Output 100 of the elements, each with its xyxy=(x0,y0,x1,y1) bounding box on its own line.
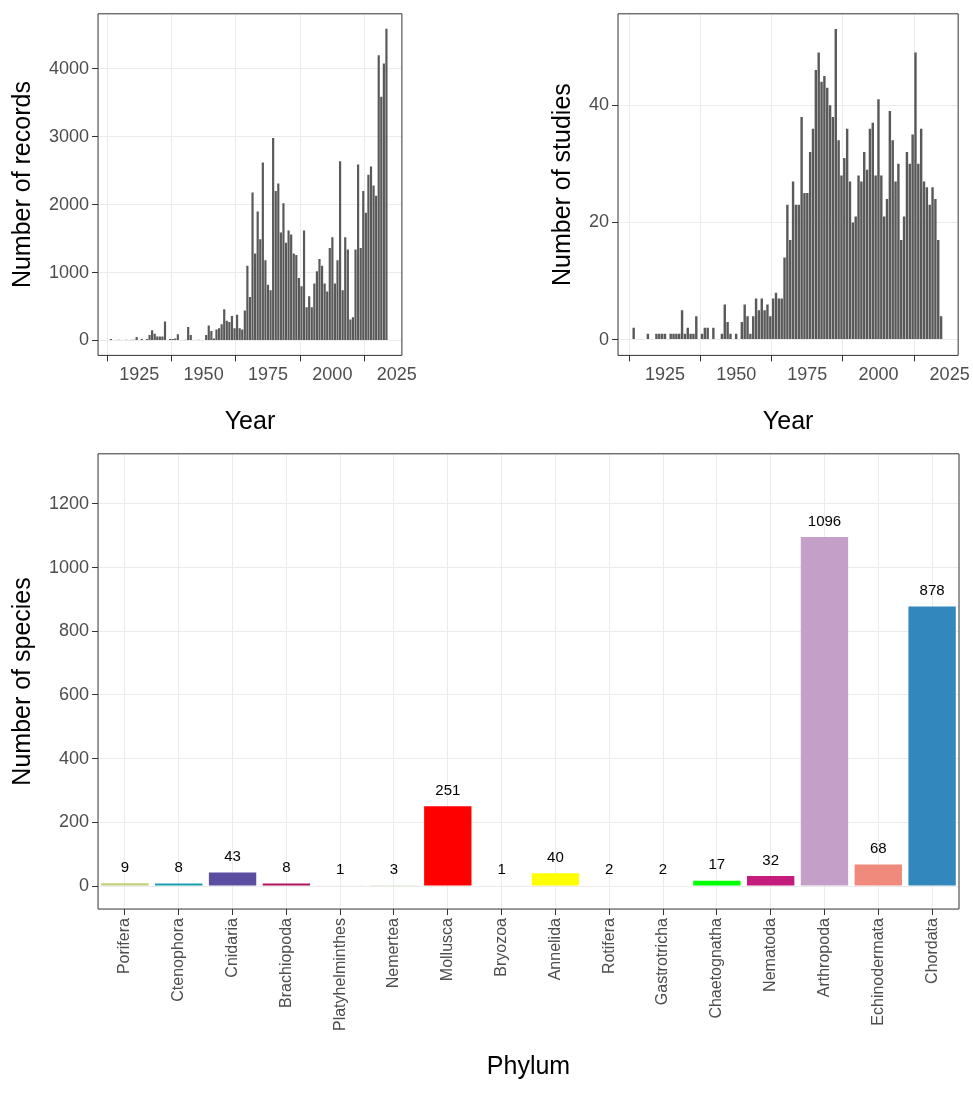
bar xyxy=(308,296,311,340)
bar xyxy=(287,230,290,340)
y-tick-label: 400 xyxy=(59,747,90,768)
x-tick-label: Platyhelminthes xyxy=(330,918,348,1032)
x-tick-label: Echinodermata xyxy=(868,917,886,1026)
bar xyxy=(290,234,293,340)
y-tick-label: 600 xyxy=(59,683,90,704)
x-tick-label: Bryozoa xyxy=(492,917,510,977)
bar xyxy=(262,883,311,886)
x-tick-label: Cnidaria xyxy=(222,917,240,978)
data-label: 9 xyxy=(120,857,130,875)
bar xyxy=(857,175,860,340)
data-label: 8 xyxy=(174,858,183,876)
bar xyxy=(695,316,698,340)
data-label: 8 xyxy=(282,858,291,876)
bar xyxy=(743,304,746,340)
bar xyxy=(344,237,347,340)
x-tick-label: Ctenophora xyxy=(169,917,187,1002)
x-tick-label: Annelida xyxy=(545,917,563,981)
y-tick-label: 200 xyxy=(59,811,90,832)
y-tick-label: 0 xyxy=(79,875,90,896)
bar xyxy=(897,163,900,340)
bar xyxy=(800,116,803,340)
x-tick-label: Porifera xyxy=(115,917,133,975)
y-tick-label: 40 xyxy=(588,94,610,115)
y-tick-label: 1000 xyxy=(49,556,90,577)
y-axis-title: Number of species xyxy=(6,577,35,786)
y-tick-label: 1200 xyxy=(49,492,90,513)
x-axis-title: Year xyxy=(762,405,814,434)
x-tick-label: 1950 xyxy=(716,364,757,385)
y-axis-title: Number of studies xyxy=(546,83,575,287)
data-label: 68 xyxy=(869,839,887,857)
bar xyxy=(215,329,218,340)
bar xyxy=(277,183,280,340)
data-label: 1096 xyxy=(807,511,842,529)
bar xyxy=(766,304,769,340)
bar xyxy=(357,164,360,340)
bar xyxy=(318,258,321,340)
bar xyxy=(295,254,298,340)
x-tick-label: 1925 xyxy=(644,364,686,385)
bar xyxy=(272,138,275,340)
bar xyxy=(672,333,675,340)
bar xyxy=(331,237,334,340)
y-tick-label: 20 xyxy=(588,211,610,232)
bar xyxy=(800,536,849,886)
bar xyxy=(155,883,203,886)
x-tick-label: 2000 xyxy=(858,364,899,385)
data-label: 32 xyxy=(762,850,780,868)
bar xyxy=(217,328,221,340)
y-tick-label: 4000 xyxy=(49,57,90,78)
bar xyxy=(176,334,179,340)
data-label: 17 xyxy=(708,855,726,873)
data-label: 2 xyxy=(605,860,614,878)
bar xyxy=(302,230,306,340)
bar xyxy=(101,883,149,886)
bar xyxy=(256,211,259,340)
bar xyxy=(246,265,249,340)
y-tick-label: 0 xyxy=(79,329,90,350)
data-label: 40 xyxy=(547,848,564,866)
bar xyxy=(632,327,635,340)
bar xyxy=(693,880,741,886)
y-tick-label: 3000 xyxy=(49,125,90,146)
bar xyxy=(251,192,254,340)
x-tick-label: Chaetognatha xyxy=(707,917,725,1019)
bar xyxy=(712,327,715,340)
bar xyxy=(369,166,373,340)
bar xyxy=(208,872,257,886)
x-axis-title: Phylum xyxy=(486,1050,571,1079)
x-tick-label: Nemertea xyxy=(384,917,402,989)
y-tick-label: 800 xyxy=(59,620,90,641)
x-axis-title: Year xyxy=(224,405,276,434)
bar xyxy=(187,326,190,340)
bar xyxy=(823,75,826,340)
bar xyxy=(817,52,820,340)
bar xyxy=(385,28,388,340)
x-tick-label: 1950 xyxy=(183,364,224,385)
bar xyxy=(914,52,917,340)
y-tick-label: 2000 xyxy=(49,193,90,214)
bar xyxy=(261,162,264,340)
bar xyxy=(339,161,342,340)
data-label: 251 xyxy=(435,780,461,798)
y-tick-label: 1000 xyxy=(49,261,90,282)
y-axis-title: Number of records xyxy=(6,81,35,289)
bar xyxy=(908,606,956,886)
x-tick-label: Chordata xyxy=(922,917,940,984)
x-tick-label: Nematoda xyxy=(761,917,779,992)
x-tick-label: Rotifera xyxy=(599,917,617,975)
bar xyxy=(210,330,213,340)
bar xyxy=(854,864,902,886)
bar xyxy=(362,191,365,340)
x-tick-label: 2025 xyxy=(929,364,970,385)
x-tick-label: Arthropoda xyxy=(814,917,832,998)
bar xyxy=(669,333,672,340)
bar xyxy=(377,55,380,340)
data-label: 3 xyxy=(389,859,399,877)
bar xyxy=(230,316,234,340)
bar xyxy=(163,321,167,340)
data-label: 43 xyxy=(224,847,241,865)
bar xyxy=(236,314,239,340)
y-tick-label: 0 xyxy=(599,328,610,349)
